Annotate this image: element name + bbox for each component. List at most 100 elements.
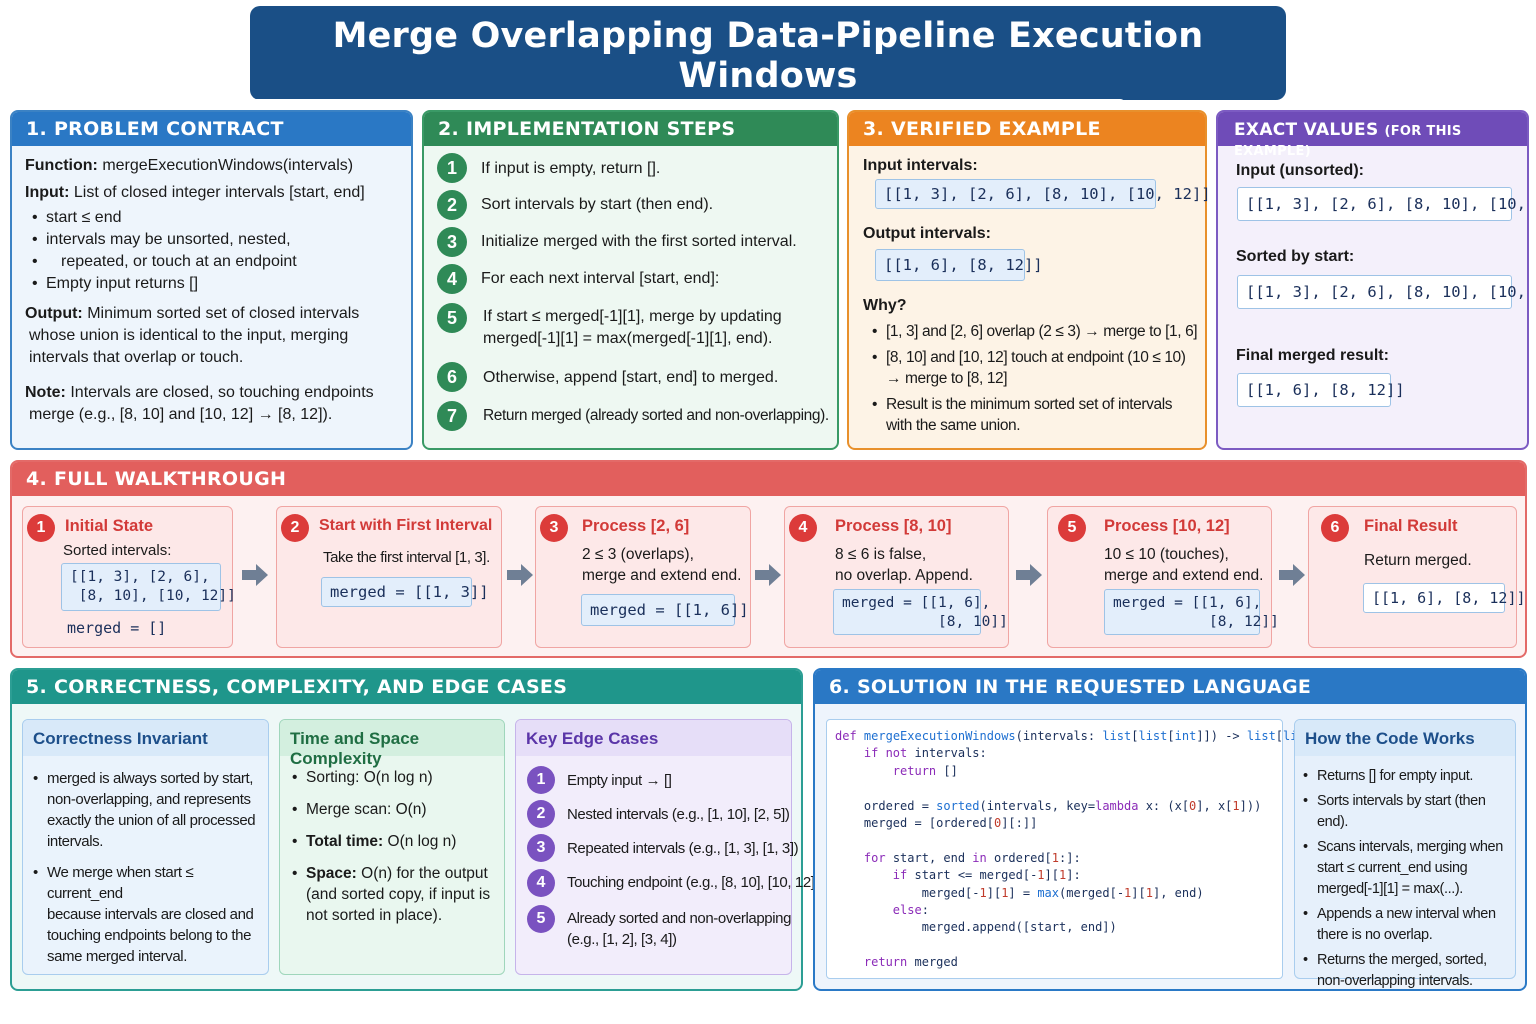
example-input-label: Input intervals: — [863, 157, 978, 174]
analysis-header: 5. CORRECTNESS, COMPLEXITY, AND EDGE CAS… — [12, 670, 801, 704]
exact-input-value: [[1, 3], [2, 6], [8, 10], [10, 12]] — [1237, 187, 1536, 221]
walkthrough-card-title: Process [10, 12] — [1104, 517, 1230, 535]
arrow-right-icon — [242, 564, 268, 586]
bullet-unsorted: intervals may be unsorted, nested, — [30, 229, 400, 251]
title-banner: Merge Overlapping Data-Pipeline Executio… — [250, 6, 1286, 123]
example-why-label: Why? — [863, 297, 907, 314]
how-code-works-title: How the Code Works — [1295, 720, 1515, 756]
implementation-steps-header: 2. IMPLEMENTATION STEPS — [424, 112, 837, 146]
walkthrough-card-code: merged = [[1, 6], [8, 10]] — [833, 589, 1008, 635]
step-7-badge: 7 — [437, 401, 467, 431]
walkthrough-card-title: Final Result — [1364, 517, 1458, 535]
step-7-text: Return merged (already sorted and non-ov… — [483, 407, 829, 424]
walkthrough-step-6-badge: 6 — [1321, 514, 1349, 542]
edge-1-badge: 1 — [527, 766, 555, 794]
how-bullet-4: Appends a new interval when there is no … — [1301, 904, 1513, 946]
exact-sorted-value: [[1, 3], [2, 6], [8, 10], [10, 12]] — [1237, 275, 1536, 309]
why-result: Result is the minimum sorted set of inte… — [870, 394, 1205, 436]
walkthrough-card-code: merged = [[1, 3]] — [321, 577, 489, 607]
step-6-badge: 6 — [437, 362, 467, 392]
walkthrough-step-1-badge: 1 — [27, 514, 55, 542]
invariant-bullet-1: merged is always sorted by start, non-ov… — [31, 768, 267, 852]
arrow-right-icon — [1016, 564, 1042, 586]
walkthrough-card-text: Take the first interval [1, 3]. — [323, 549, 490, 566]
complexity-title: Time and Space Complexity — [280, 720, 504, 768]
walkthrough-card-title: Process [2, 6] — [582, 517, 690, 535]
problem-contract-header: 1. PROBLEM CONTRACT — [12, 112, 411, 146]
edge-2-badge: 2 — [527, 800, 555, 828]
walkthrough-card-text: Return merged. — [1364, 552, 1472, 569]
step-1-text: If input is empty, return []. — [481, 160, 661, 177]
walkthrough-step-2-badge: 2 — [281, 514, 309, 542]
complexity-box: Time and Space Complexity Sorting: O(n l… — [279, 719, 505, 975]
walkthrough-card-text: 2 ≤ 3 (overlaps), merge and extend end. — [582, 546, 742, 584]
invariant-bullet-2: We merge when start ≤ current_end becaus… — [31, 862, 267, 967]
bullet-start-le-end: start ≤ end — [30, 207, 400, 229]
step-1-badge: 1 — [437, 153, 467, 183]
contract-note: Note: Intervals are closed, so touching … — [25, 384, 374, 423]
step-2-badge: 2 — [437, 190, 467, 220]
walkthrough-card-5: 5 Process [10, 12] 10 ≤ 10 (touches), me… — [1047, 506, 1279, 648]
walkthrough-card-3: 3 Process [2, 6] 2 ≤ 3 (overlaps), merge… — [535, 506, 751, 648]
walkthrough-card-6: 6 Final Result Return merged. [[1, 6], [… — [1308, 506, 1526, 648]
contract-input-bullets: start ≤ end intervals may be unsorted, n… — [30, 207, 400, 295]
how-bullet-5: Returns the merged, sorted, non-overlapp… — [1301, 950, 1513, 992]
walkthrough-step-3-badge: 3 — [540, 514, 568, 542]
how-list: Returns [] for empty input. Sorts interv… — [1301, 766, 1513, 992]
walkthrough-card-text: 10 ≤ 10 (touches), merge and extend end. — [1104, 546, 1264, 584]
exact-input-label: Input (unsorted): — [1236, 162, 1364, 179]
walkthrough-card-title: Start with First Interval — [319, 517, 493, 534]
how-bullet-1: Returns [] for empty input. — [1301, 766, 1513, 787]
walkthrough-step-5-badge: 5 — [1058, 514, 1086, 542]
edge-1-text: Empty input → [] — [567, 772, 672, 789]
arrow-right-icon — [755, 564, 781, 586]
arrow-right-icon — [507, 564, 533, 586]
how-bullet-2: Sorts intervals by start (then end). — [1301, 791, 1513, 833]
arrow-right-icon — [1279, 564, 1305, 586]
edge-5-text: Already sorted and non-overlapping (e.g.… — [567, 910, 792, 948]
edge-2-text: Nested intervals (e.g., [1, 10], [2, 5]) — [567, 806, 790, 823]
step-2-text: Sort intervals by start (then end). — [481, 196, 714, 213]
invariant-list: merged is always sorted by start, non-ov… — [31, 768, 267, 967]
step-6-text: Otherwise, append [start, end] to merged… — [483, 369, 779, 386]
example-input-value: [[1, 3], [2, 6], [8, 10], [10, 12]] — [875, 179, 1211, 209]
walkthrough-card-text: 8 ≤ 6 is false, no overlap. Append. — [835, 546, 973, 584]
exact-values-header: EXACT VALUES (FOR THIS EXAMPLE) — [1218, 112, 1527, 159]
complexity-sorting: Sorting: O(n log n) — [290, 767, 502, 788]
walkthrough-card-code: merged = [[1, 6], [8, 12]] — [1104, 589, 1279, 635]
step-4-badge: 4 — [437, 264, 467, 294]
code-block: def mergeExecutionWindows(intervals: lis… — [826, 719, 1363, 979]
example-output-label: Output intervals: — [863, 225, 992, 242]
walkthrough-card-4: 4 Process [8, 10] 8 ≤ 6 is false, no ove… — [784, 506, 1009, 648]
edge-3-text: Repeated intervals (e.g., [1, 3], [1, 3]… — [567, 840, 799, 857]
exact-sorted-label: Sorted by start: — [1236, 248, 1355, 265]
how-bullet-3: Scans intervals, merging when start ≤ cu… — [1301, 837, 1513, 900]
step-4-text: For each next interval [start, end]: — [481, 270, 720, 287]
walkthrough-card-2: 2 Start with First Interval Take the fir… — [276, 506, 502, 648]
exact-final-label: Final merged result: — [1236, 347, 1389, 364]
walkthrough-card-1: 1 Initial State Sorted intervals: [[1, 3… — [22, 506, 236, 648]
step-3-badge: 3 — [437, 227, 467, 257]
walkthrough-card-code: merged = [[1, 6]] — [581, 594, 749, 626]
bullet-repeated: repeated, or touch at an endpoint — [30, 251, 400, 273]
edge-4-text: Touching endpoint (e.g., [8, 10], [10, 1… — [567, 874, 820, 891]
correctness-invariant-title: Correctness Invariant — [23, 720, 268, 756]
walkthrough-card-title: Initial State — [65, 517, 154, 535]
walkthrough-step-4-badge: 4 — [789, 514, 817, 542]
walkthrough-card-code: [[1, 6], [8, 12]] — [1363, 583, 1526, 613]
implementation-steps-panel: 2. IMPLEMENTATION STEPS — [422, 110, 839, 450]
step-5-text: If start ≤ merged[-1][1], merge by updat… — [483, 308, 782, 347]
complexity-list: Sorting: O(n log n) Merge scan: O(n) Tot… — [290, 767, 502, 926]
edge-cases-box: Key Edge Cases — [515, 719, 792, 975]
why-overlap: [1, 3] and [2, 6] overlap (2 ≤ 3) → merg… — [870, 321, 1205, 342]
walkthrough-card-merged: merged = [] — [67, 619, 167, 637]
edge-4-badge: 4 — [527, 869, 555, 897]
example-why-list: [1, 3] and [2, 6] overlap (2 ≤ 3) → merg… — [870, 321, 1205, 436]
solution-header: 6. SOLUTION IN THE REQUESTED LANGUAGE — [815, 670, 1525, 704]
complexity-merge-scan: Merge scan: O(n) — [290, 799, 502, 820]
walkthrough-card-title: Process [8, 10] — [835, 517, 952, 535]
correctness-invariant-box: Correctness Invariant merged is always s… — [22, 719, 269, 975]
step-3-text: Initialize merged with the first sorted … — [481, 233, 797, 250]
contract-input: Input: List of closed integer intervals … — [25, 184, 365, 201]
how-code-works-box: How the Code Works Returns [] for empty … — [1294, 719, 1516, 989]
